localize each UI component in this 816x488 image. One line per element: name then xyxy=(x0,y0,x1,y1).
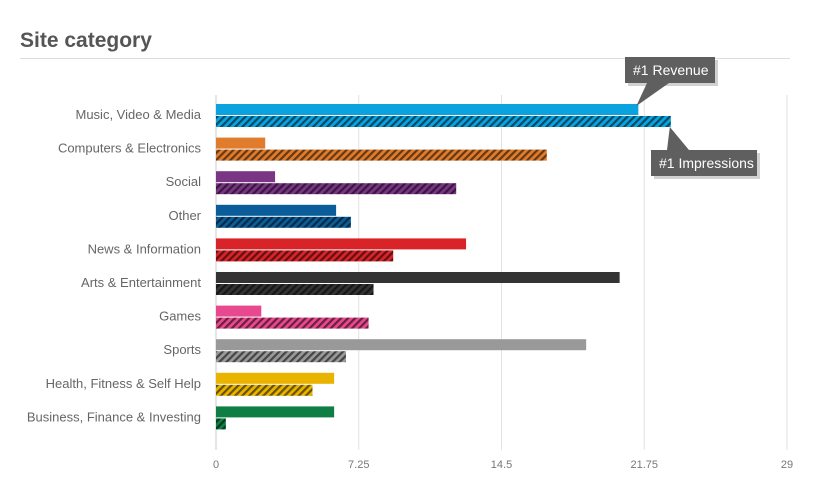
revenue-bar xyxy=(216,372,335,384)
callout-label: #1 Impressions xyxy=(659,155,754,171)
revenue-bar xyxy=(216,272,620,283)
category-label: News & Information xyxy=(88,241,201,256)
callout-label: #1 Revenue xyxy=(633,62,709,78)
x-tick-label: 0 xyxy=(213,459,219,471)
category-label: Computers & Electronics xyxy=(58,141,202,156)
impressions-bar xyxy=(216,116,671,127)
x-tick-label: 14.5 xyxy=(491,459,512,471)
x-tick-label: 21.75 xyxy=(630,459,658,471)
impressions-bar xyxy=(216,149,547,161)
impressions-bar xyxy=(216,317,369,329)
revenue-bar xyxy=(216,339,587,351)
revenue-bar xyxy=(216,171,276,183)
callout-box xyxy=(651,150,757,176)
x-tick-label: 7.25 xyxy=(348,459,369,471)
revenue-bar xyxy=(216,406,335,418)
revenue-bar xyxy=(216,204,337,216)
category-label: Games xyxy=(159,309,201,324)
revenue-bar xyxy=(216,104,639,115)
revenue-bar xyxy=(216,137,266,149)
impressions-bar xyxy=(216,284,374,295)
category-label: Health, Fitness & Self Help xyxy=(46,376,201,391)
impressions-bar xyxy=(216,250,394,262)
callout-pointer xyxy=(667,127,689,150)
callout-pointer xyxy=(636,83,669,106)
category-label: Business, Finance & Investing xyxy=(27,409,201,424)
revenue-bar xyxy=(216,305,262,317)
impressions-bar xyxy=(216,351,346,363)
x-tick-label: 29 xyxy=(781,459,793,471)
impressions-bar xyxy=(216,216,351,228)
category-label: Music, Video & Media xyxy=(76,107,202,122)
category-label: Sports xyxy=(163,342,201,357)
callout-box xyxy=(625,57,715,83)
category-label: Arts & Entertainment xyxy=(81,275,201,290)
impressions-bar xyxy=(216,418,226,430)
title-divider xyxy=(20,58,790,59)
revenue-bar xyxy=(216,238,467,250)
chart-title: Site category xyxy=(20,29,152,52)
impressions-bar xyxy=(216,384,313,396)
impressions-bar xyxy=(216,183,457,195)
category-label: Other xyxy=(168,208,201,223)
category-label: Social xyxy=(166,174,202,189)
